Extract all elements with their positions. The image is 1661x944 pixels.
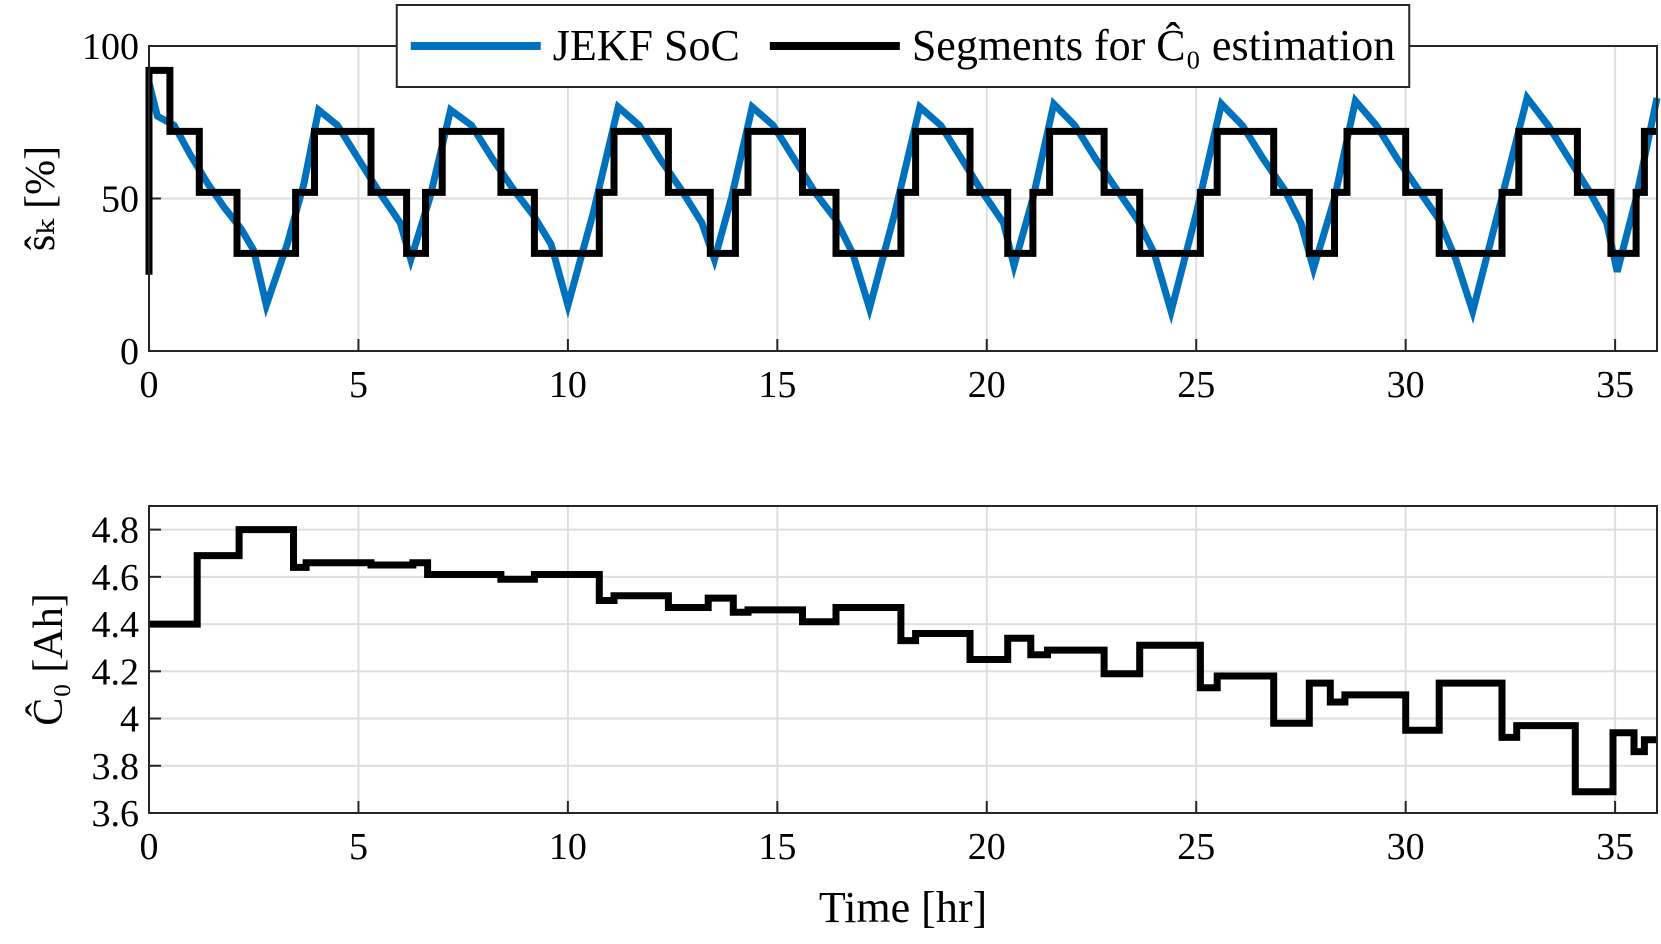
x-tick-label: 25 bbox=[1177, 826, 1215, 868]
x-tick-label: 35 bbox=[1596, 826, 1634, 868]
legend: JEKF SoC Segments for Ĉ₀ estimation bbox=[395, 4, 1411, 88]
y-tick-label: 4.8 bbox=[92, 510, 140, 552]
plot-area bbox=[149, 506, 1657, 813]
y-axis-label: ŝₖ [%] bbox=[18, 146, 64, 251]
x-tick-label: 20 bbox=[968, 364, 1006, 406]
x-tick-label: 5 bbox=[349, 364, 368, 406]
data-line bbox=[145, 66, 1657, 275]
data-line bbox=[149, 526, 1657, 796]
data-line bbox=[145, 81, 1661, 325]
y-axis-label: Ĉ₀ [Ah] bbox=[25, 593, 72, 725]
x-tick-label: 0 bbox=[140, 364, 159, 406]
y-tick-label: 0 bbox=[120, 331, 139, 373]
legend-label: JEKF SoC bbox=[553, 21, 740, 70]
y-tick-label: 4 bbox=[120, 699, 139, 741]
y-tick-label: 100 bbox=[82, 26, 139, 68]
x-tick-label: 30 bbox=[1387, 364, 1425, 406]
y-tick-label: 50 bbox=[101, 179, 139, 221]
y-tick-label: 4.6 bbox=[92, 557, 140, 599]
y-tick-label: 4.4 bbox=[92, 604, 140, 646]
x-tick-label: 10 bbox=[549, 364, 587, 406]
x-tick-label: 35 bbox=[1596, 364, 1634, 406]
x-tick-label: 5 bbox=[349, 826, 368, 868]
axes-box bbox=[148, 505, 1658, 814]
x-tick-label: 10 bbox=[549, 826, 587, 868]
x-tick-label: 30 bbox=[1387, 826, 1425, 868]
x-axis-label: Time [hr] bbox=[819, 883, 987, 932]
x-tick-label: 25 bbox=[1177, 364, 1215, 406]
legend-box bbox=[395, 4, 1411, 88]
y-tick-label: 3.6 bbox=[92, 793, 140, 835]
x-tick-label: 15 bbox=[758, 826, 796, 868]
x-tick-label: 15 bbox=[758, 364, 796, 406]
x-tick-label: 20 bbox=[968, 826, 1006, 868]
x-tick-label: 0 bbox=[140, 826, 159, 868]
legend-label: Segments for Ĉ₀ estimation bbox=[912, 21, 1395, 70]
y-tick-label: 4.2 bbox=[92, 651, 140, 693]
y-tick-label: 3.8 bbox=[92, 746, 140, 788]
